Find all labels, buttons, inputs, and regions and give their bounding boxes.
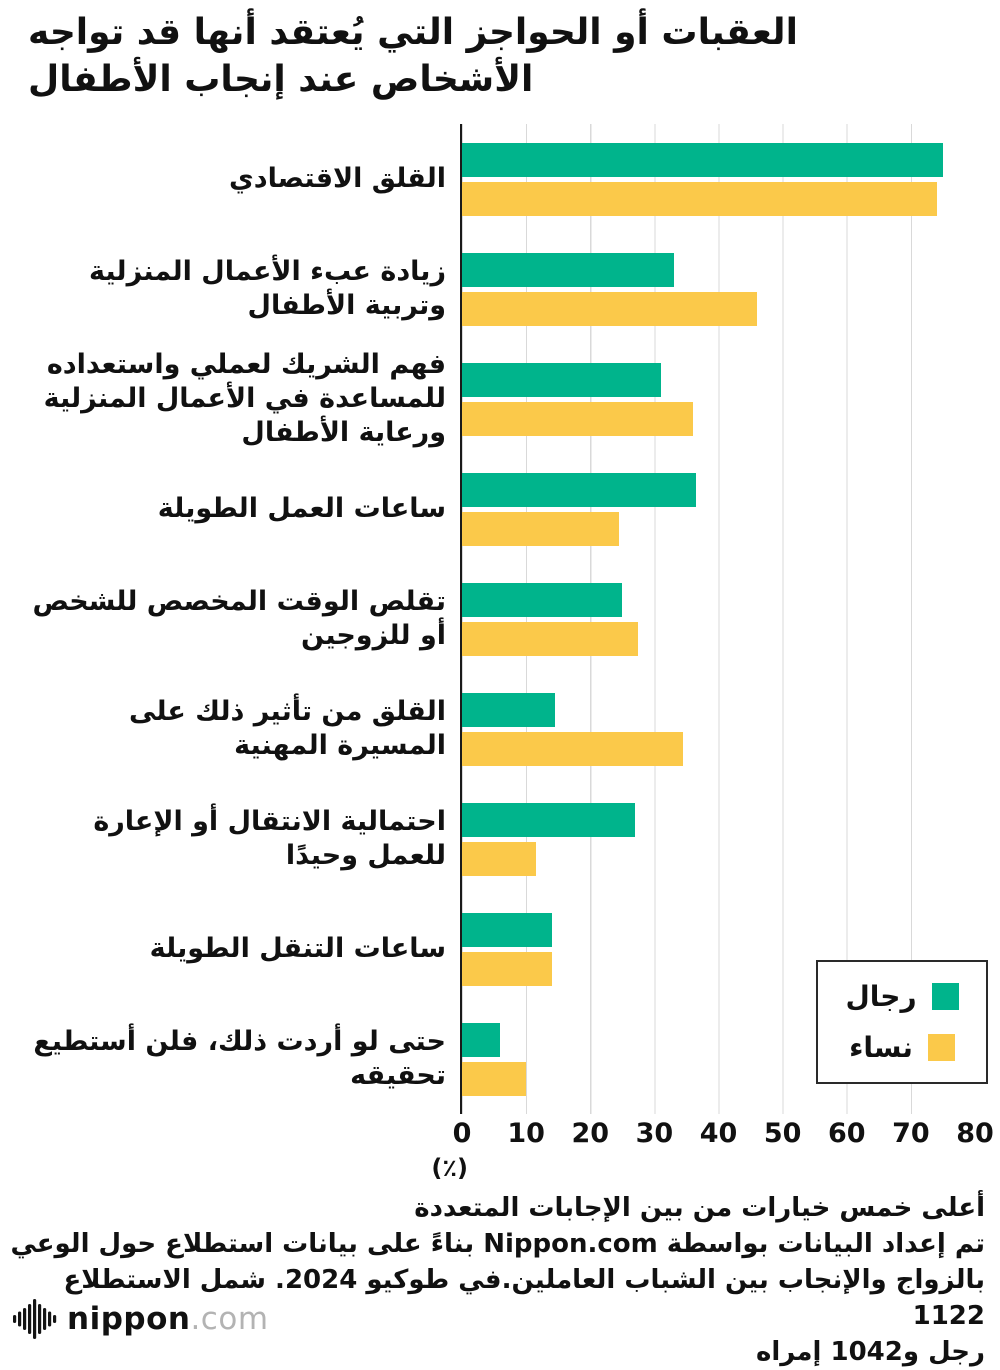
bar-women (462, 511, 620, 546)
bar-chart: القلق الاقتصادي زيادة عبء الأعمال المنزلي… (20, 124, 994, 1186)
category-label: زيادة عبء الأعمال المنزلية وتربية الأطفا… (89, 256, 446, 321)
bar-men (462, 142, 943, 177)
bar-group (460, 344, 975, 454)
x-tick-label: 70 (892, 1118, 930, 1149)
chart-row: القلق من تأثير ذلك على المسيرة المهنية (20, 674, 975, 784)
bar-men (462, 692, 555, 727)
category-label: ساعات التنقل الطويلة (149, 933, 446, 965)
bar-group (460, 234, 975, 344)
x-tick-label: 80 (956, 1118, 994, 1149)
chart-row: القلق الاقتصادي (20, 124, 975, 234)
logo-text: nippon.com (67, 1301, 269, 1337)
legend-label: نساء (849, 1031, 913, 1064)
bar-group (460, 674, 975, 784)
x-tick-label: 40 (699, 1118, 738, 1149)
x-tick-label: 0 (452, 1118, 472, 1149)
bar-women (462, 951, 552, 986)
footer-notes: أعلى خمس خيارات من بين الإجابات المتعددة… (0, 1190, 985, 1370)
bar-men (462, 472, 697, 507)
footer-line: أعلى خمس خيارات من بين الإجابات المتعددة (414, 1193, 985, 1223)
category-label: ساعات العمل الطويلة (157, 493, 446, 525)
soundwave-icon (13, 1299, 57, 1339)
logo-text-nippon: nippon (67, 1301, 191, 1337)
chart-row: ساعات العمل الطويلة (20, 454, 975, 564)
category-label: القلق الاقتصادي (229, 163, 446, 195)
chart-title: العقبات أو الحواجز التي يُعتقد أنها قد ت… (28, 12, 798, 100)
bar-group (460, 454, 975, 564)
bar-women (462, 181, 937, 216)
legend-item: نساء (849, 1031, 955, 1064)
bar-men (462, 912, 552, 947)
category-label: احتمالية الانتقال أو الإعارة للعمل وحيدً… (93, 806, 446, 871)
x-tick-label: 30 (635, 1118, 674, 1149)
bar-men (462, 252, 674, 287)
chart-rows: القلق الاقتصادي زيادة عبء الأعمال المنزلي… (20, 124, 975, 1114)
x-tick-label: 20 (571, 1118, 610, 1149)
category-label: تقلص الوقت المخصص للشخص أو للزوجين (32, 586, 446, 651)
bar-women (462, 1061, 527, 1096)
category-label: حتى لو أردت ذلك، فلن أستطيع تحقيقه (33, 1026, 446, 1091)
legend-item: رجال (845, 980, 959, 1013)
x-tick-label: 10 (507, 1118, 545, 1149)
bar-women (462, 401, 693, 436)
logo-text-com: .com (190, 1301, 269, 1337)
legend-swatch (931, 983, 959, 1010)
bar-group (460, 784, 975, 894)
category-label: فهم الشريك لعملي واستعداده للمساعدة في ا… (43, 349, 446, 448)
bar-women (462, 291, 757, 326)
footer-line: بالزواج والإنجاب بين الشباب العاملين.في … (63, 1265, 985, 1331)
chart-row: فهم الشريك لعملي واستعداده للمساعدة في ا… (20, 344, 975, 454)
x-axis-ticks: 0 10 20 30 40 50 60 70 80 (453, 1114, 994, 1150)
x-axis: 0 10 20 30 40 50 60 70 80 (٪) (431, 1114, 994, 1186)
bar-women (462, 731, 684, 766)
x-axis-unit-label: (٪) (431, 1154, 468, 1182)
legend: رجال نساء (816, 960, 988, 1084)
bar-women (462, 621, 639, 656)
chart-figure: العقبات أو الحواجز التي يُعتقد أنها قد ت… (0, 10, 1000, 1370)
bar-group (460, 564, 975, 674)
bar-men (462, 362, 661, 397)
bar-women (462, 841, 536, 876)
bar-group (460, 124, 975, 234)
bar-men (462, 802, 636, 837)
footer-line: تم إعداد البيانات بواسطة Nippon.com بناء… (10, 1229, 985, 1259)
legend-swatch (927, 1034, 955, 1061)
bar-men (462, 1022, 501, 1057)
chart-row: تقلص الوقت المخصص للشخص أو للزوجين (20, 564, 975, 674)
nippon-logo: nippon.com (12, 1298, 269, 1340)
chart-row: زيادة عبء الأعمال المنزلية وتربية الأطفا… (20, 234, 975, 344)
bar-men (462, 582, 623, 617)
category-label: القلق من تأثير ذلك على المسيرة المهنية (129, 696, 446, 761)
x-tick-label: 60 (827, 1118, 866, 1149)
legend-label: رجال (845, 980, 917, 1013)
chart-row: احتمالية الانتقال أو الإعارة للعمل وحيدً… (20, 784, 975, 894)
x-tick-label: 50 (763, 1118, 802, 1149)
